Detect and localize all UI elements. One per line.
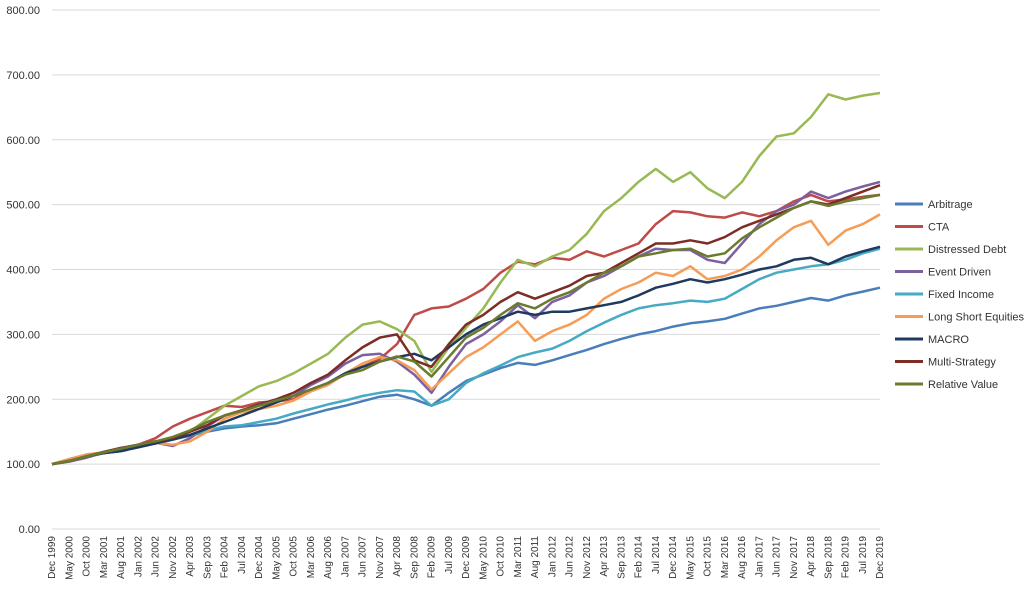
- x-tick-label: Jul 2019: [858, 536, 869, 574]
- x-tick-label: Sep 2018: [823, 536, 834, 579]
- x-tick-label: Jan 2002: [133, 536, 144, 578]
- legend-label: Long Short Equities: [928, 312, 1025, 324]
- x-tick-label: Mar 2016: [720, 536, 731, 579]
- y-axis-tick-labels: 0.00 100.00 200.00 300.00 400.00 500.00 600.00…: [6, 5, 40, 536]
- y-tick-label: 300.00: [6, 329, 40, 341]
- y-tick-label: 200.00: [6, 394, 40, 406]
- x-tick-label: Jul 2014: [651, 536, 662, 574]
- x-tick-label: Oct 2005: [289, 536, 300, 577]
- x-tick-label: Aug 2006: [323, 536, 334, 579]
- y-tick-label: 800.00: [6, 5, 40, 17]
- series-line-8: [51, 193, 881, 466]
- x-tick-label: Nov 2002: [168, 536, 179, 579]
- legend: Arbitrage CTA Distressed Debt Event Driven F…: [895, 199, 1025, 391]
- x-tick-label: Jun 2017: [772, 536, 783, 578]
- x-tick-label: Aug 2001: [116, 536, 127, 579]
- x-tick-label: Oct 2015: [703, 536, 714, 577]
- x-tick-label: Jan 2012: [547, 536, 558, 578]
- x-tick-label: Apr 2008: [392, 536, 403, 577]
- x-tick-label: Mar 2001: [99, 536, 110, 579]
- x-tick-label: May 2000: [64, 536, 75, 580]
- x-tick-label: Apr 2013: [599, 536, 610, 577]
- y-tick-label: 500.00: [6, 200, 40, 212]
- series-lines: [51, 91, 881, 466]
- x-tick-label: Feb 2004: [220, 536, 231, 579]
- x-axis-tick-labels: Dec 1999 May 2000 Oct 2000 Mar 2001 Aug 2001…: [47, 536, 886, 580]
- x-tick-label: Jun 2007: [358, 536, 369, 578]
- x-tick-label: Feb 2014: [634, 536, 645, 579]
- x-tick-label: Sep 2008: [409, 536, 420, 579]
- x-tick-label: Apr 2003: [185, 536, 196, 577]
- y-tick-label: 700.00: [6, 70, 40, 82]
- x-tick-label: Feb 2019: [841, 536, 852, 579]
- x-tick-label: Dec 2019: [875, 536, 886, 579]
- x-tick-label: Feb 2009: [427, 536, 438, 579]
- series-line-2: [51, 91, 881, 466]
- x-tick-label: Oct 2000: [82, 536, 93, 577]
- x-tick-label: Sep 2003: [202, 536, 213, 579]
- legend-label: Arbitrage: [928, 199, 973, 211]
- y-tick-label: 600.00: [6, 135, 40, 147]
- x-tick-label: Mar 2011: [513, 536, 524, 578]
- x-tick-label: Jul 2009: [444, 536, 455, 574]
- x-tick-label: Nov 2017: [789, 536, 800, 579]
- x-tick-label: Apr 2018: [806, 536, 817, 577]
- x-tick-label: May 2010: [478, 536, 489, 580]
- x-tick-label: Mar 2006: [306, 536, 317, 579]
- y-gridlines: [52, 9, 880, 530]
- x-tick-label: Jun 2002: [151, 536, 162, 578]
- x-tick-label: Jan 2007: [340, 536, 351, 578]
- x-tick-label: Nov 2012: [582, 536, 593, 579]
- x-tick-label: Jan 2017: [754, 536, 765, 578]
- legend-label: CTA: [928, 222, 950, 234]
- x-tick-label: Sep 2013: [616, 536, 627, 579]
- x-tick-label: Jun 2012: [565, 536, 576, 578]
- x-tick-label: Aug 2011: [530, 536, 541, 579]
- legend-label: Event Driven: [928, 267, 991, 279]
- legend-label: Multi-Strategy: [928, 357, 996, 369]
- x-tick-label: Dec 1999: [47, 536, 58, 579]
- x-tick-label: Jul 2004: [237, 536, 248, 574]
- series-line-5: [51, 213, 881, 466]
- x-tick-label: Dec 2004: [254, 536, 265, 579]
- x-tick-label: Oct 2010: [496, 536, 507, 577]
- series-line-1: [51, 193, 881, 466]
- series-line-6: [51, 245, 881, 466]
- legend-label: Distressed Debt: [928, 244, 1006, 256]
- x-tick-label: Nov 2007: [375, 536, 386, 579]
- series-line-3: [51, 180, 881, 466]
- x-tick-label: Aug 2016: [737, 536, 748, 579]
- x-tick-label: May 2015: [685, 536, 696, 580]
- y-tick-label: 100.00: [6, 459, 40, 471]
- y-tick-label: 400.00: [6, 265, 40, 277]
- legend-label: MACRO: [928, 334, 969, 346]
- x-tick-label: May 2005: [271, 536, 282, 580]
- x-tick-label: Dec 2014: [668, 536, 679, 579]
- x-tick-label: Dec 2009: [461, 536, 472, 579]
- legend-label: Fixed Income: [928, 289, 994, 301]
- y-tick-label: 0.00: [19, 524, 40, 536]
- legend-label: Relative Value: [928, 379, 998, 391]
